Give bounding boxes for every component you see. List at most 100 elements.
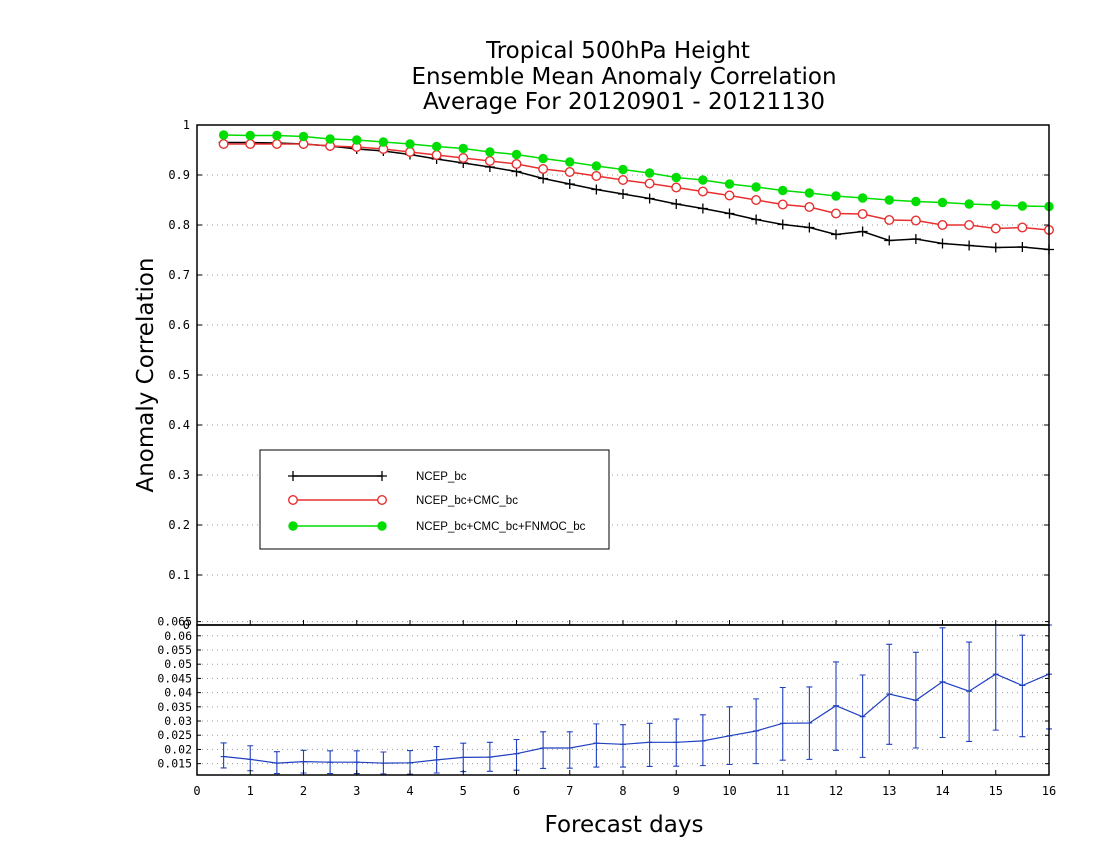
x-tick-label: 8 — [619, 784, 626, 798]
chart-title-line-2: Ensemble Mean Anomaly Correlation — [411, 64, 836, 90]
chart-title-line-3: Average For 20120901 - 20121130 — [423, 89, 825, 115]
legend-marker-3 — [288, 521, 298, 531]
series-1-point — [751, 214, 762, 225]
x-tick-label: 2 — [300, 784, 307, 798]
series-1-point — [804, 222, 815, 233]
error-bar — [220, 742, 227, 769]
x-tick-label: 1 — [247, 784, 254, 798]
series-2-point — [458, 152, 469, 163]
bottom-y-tick-label: 0.065 — [157, 615, 192, 629]
bottom-y-tick-label: 0.045 — [157, 671, 192, 685]
series-3-point — [831, 191, 841, 201]
x-tick-label: 16 — [1042, 784, 1056, 798]
error-bar — [753, 698, 760, 765]
legend-label-3: NCEP_bc+CMC_bc+FNMOC_bc — [416, 521, 586, 533]
series-2-point — [884, 214, 895, 225]
series-3-point — [937, 197, 948, 208]
bottom-y-tick-label: 0.03 — [164, 714, 192, 728]
series-3-point — [272, 130, 282, 141]
series-3-point — [644, 168, 655, 178]
x-tick-label: 0 — [193, 784, 200, 798]
top-y-tick-label: 0.3 — [168, 468, 190, 482]
series-2-point — [245, 138, 256, 149]
series-3-point — [724, 179, 735, 189]
series-2-point — [644, 178, 655, 189]
series-3-point — [298, 131, 309, 142]
series-3-point — [245, 130, 255, 141]
bottom-y-tick-label: 0.025 — [157, 728, 192, 742]
series-3-point — [751, 182, 761, 192]
top-y-tick-label: 0.1 — [168, 568, 190, 582]
series-3-point — [698, 175, 708, 185]
error-bar — [912, 651, 919, 749]
series-1-point — [964, 240, 975, 251]
series-2-point — [405, 146, 416, 157]
error-bar — [806, 686, 813, 760]
series-1-point — [884, 235, 895, 246]
legend-marker-1 — [377, 471, 387, 481]
error-bar — [593, 723, 600, 768]
series-2-point — [618, 174, 629, 185]
series-3-point — [778, 185, 788, 196]
error-bar — [273, 751, 280, 775]
legend-label-1: NCEP_bc — [416, 471, 467, 483]
error-bar — [646, 722, 653, 768]
series-2-point — [511, 158, 522, 169]
bottom-panel: 0.0150.020.0250.030.0350.040.0450.050.05… — [157, 615, 1056, 838]
series-2-point — [671, 182, 682, 193]
spread-line — [223, 673, 1050, 764]
top-y-ticks: 0 0.1 0.2 0.3 0.4 0.5 0.6 0.7 0.8 0.9 1 — [168, 118, 1049, 632]
chart-title-line-1: Tropical 500hPa Height — [485, 38, 750, 64]
series-2-point — [937, 219, 948, 230]
error-bar — [779, 686, 786, 761]
bottom-y-tick-label: 0.035 — [157, 700, 192, 714]
legend-marker-3 — [377, 521, 387, 531]
series-1-point — [724, 208, 735, 219]
series-3-point — [352, 135, 362, 145]
legend-marker-2 — [377, 495, 388, 506]
top-panel: 0 0.1 0.2 0.3 0.4 0.5 0.6 0.7 0.8 0.9 1 Anomaly Co… — [133, 118, 1054, 632]
series-3-point — [591, 161, 602, 171]
x-ticks: 0 1 2 3 4 5 6 7 8 9 10 11 12 13 14 15 16 — [193, 620, 1056, 798]
series-2-point — [538, 163, 549, 174]
error-bar — [833, 661, 839, 751]
legend-marker-1 — [288, 471, 298, 481]
series-2-point — [591, 170, 602, 181]
error-bar — [859, 674, 866, 758]
error-bar — [939, 627, 946, 739]
x-tick-label: 9 — [673, 784, 680, 798]
series-3-point — [857, 193, 868, 203]
error-bar — [620, 724, 626, 768]
bottom-y-tick-label: 0.015 — [157, 757, 192, 771]
series-3-point — [804, 188, 815, 198]
x-tick-label: 15 — [989, 784, 1003, 798]
legend-marker-2 — [288, 495, 299, 506]
top-y-tick-label: 1 — [183, 118, 190, 132]
series-2-point — [777, 199, 788, 210]
error-bar — [1019, 634, 1026, 738]
error-bar — [966, 641, 973, 743]
error-bar — [433, 746, 440, 774]
top-y-tick-label: 0.5 — [168, 368, 190, 382]
legend-keys — [288, 471, 388, 531]
error-bar — [327, 750, 334, 775]
series-1-point — [538, 173, 549, 184]
top-series — [218, 130, 1054, 255]
bottom-y-tick-label: 0.06 — [164, 629, 192, 643]
series-1-point — [777, 219, 788, 230]
top-y-tick-label: 0.8 — [168, 218, 190, 232]
x-tick-label: 13 — [882, 784, 896, 798]
series-2-point — [724, 190, 735, 201]
x-tick-label: 12 — [829, 784, 843, 798]
error-bar — [540, 731, 547, 770]
x-tick-label: 14 — [935, 784, 949, 798]
y-axis-label: Anomaly Correlation — [133, 257, 159, 492]
series-1-point — [644, 193, 655, 204]
bottom-y-tick-label: 0.05 — [164, 657, 192, 671]
series-2-point — [804, 201, 815, 212]
error-bar — [886, 643, 893, 745]
series-3-point — [325, 134, 335, 144]
x-tick-label: 7 — [566, 784, 573, 798]
